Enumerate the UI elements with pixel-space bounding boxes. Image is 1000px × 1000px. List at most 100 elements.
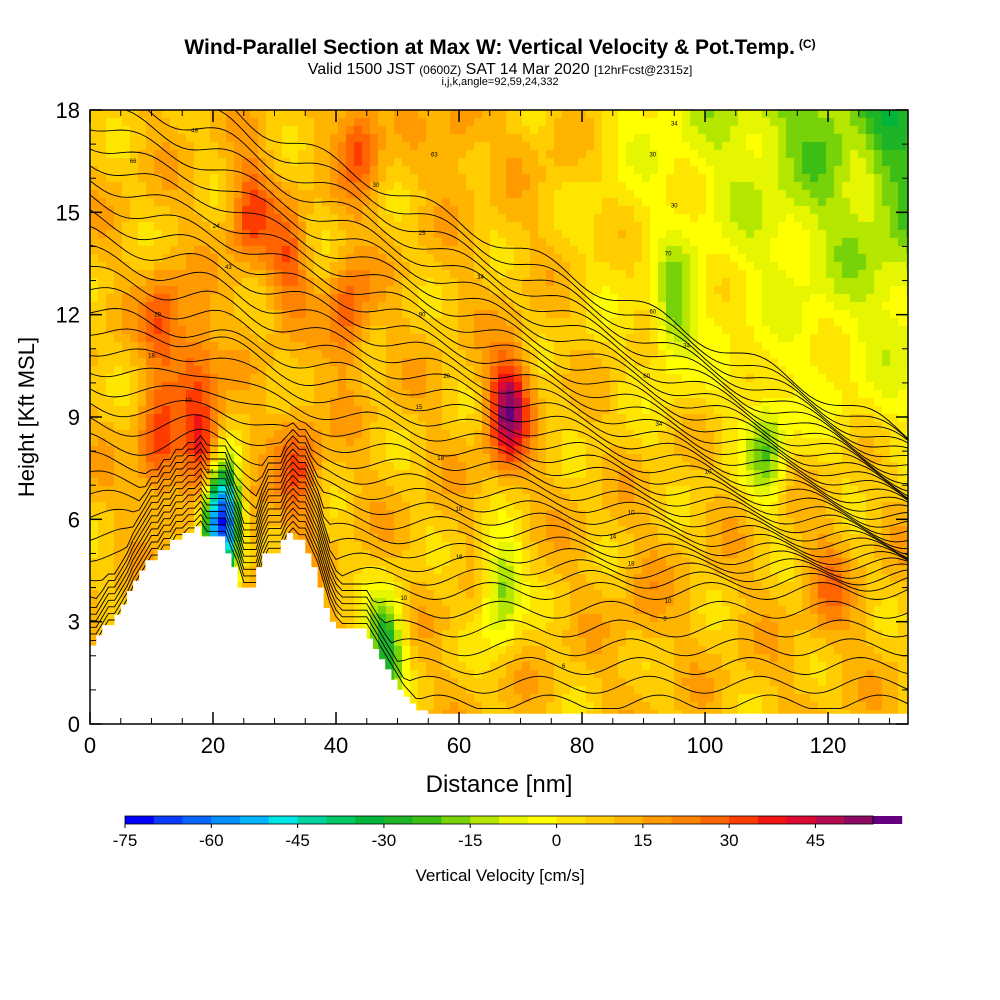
velocity-cell	[514, 438, 523, 447]
velocity-cell	[250, 390, 259, 399]
velocity-cell	[426, 406, 435, 415]
velocity-cell	[794, 126, 803, 135]
velocity-cell	[818, 454, 827, 463]
velocity-cell	[218, 158, 227, 167]
velocity-cell	[850, 254, 859, 263]
velocity-cell	[306, 238, 315, 247]
velocity-cell	[114, 414, 123, 423]
velocity-cell	[370, 486, 379, 495]
velocity-cell	[626, 278, 635, 287]
velocity-cell	[682, 430, 691, 439]
velocity-cell	[234, 142, 243, 151]
velocity-cell	[210, 206, 219, 215]
velocity-cell	[754, 470, 763, 479]
velocity-cell	[770, 182, 779, 191]
velocity-cell	[322, 182, 331, 191]
velocity-cell	[538, 150, 547, 159]
velocity-cell	[482, 462, 491, 471]
velocity-cell	[850, 470, 859, 479]
velocity-cell	[898, 142, 907, 151]
velocity-cell	[530, 414, 539, 423]
velocity-cell	[282, 206, 291, 215]
velocity-cell	[442, 366, 451, 375]
velocity-cell	[858, 358, 867, 367]
velocity-cell	[538, 142, 547, 151]
velocity-cell	[146, 430, 155, 439]
velocity-cell	[130, 142, 139, 151]
velocity-cell	[250, 246, 259, 255]
velocity-cell	[298, 438, 307, 447]
velocity-cell	[618, 318, 627, 327]
velocity-cell	[858, 222, 867, 231]
velocity-cell	[706, 350, 715, 359]
velocity-cell	[858, 470, 867, 479]
velocity-cell	[842, 462, 851, 471]
velocity-cell	[258, 310, 267, 319]
velocity-cell	[506, 422, 515, 431]
velocity-cell	[442, 398, 451, 407]
velocity-cell	[762, 334, 771, 343]
velocity-cell	[554, 294, 563, 303]
velocity-cell	[426, 254, 435, 263]
velocity-cell	[658, 302, 667, 311]
velocity-cell	[778, 262, 787, 271]
velocity-cell	[450, 206, 459, 215]
velocity-cell	[578, 390, 587, 399]
velocity-cell	[850, 422, 859, 431]
velocity-cell	[682, 222, 691, 231]
velocity-cell	[298, 350, 307, 359]
velocity-cell	[770, 430, 779, 439]
velocity-cell	[898, 478, 907, 487]
velocity-cell	[818, 334, 827, 343]
velocity-cell	[746, 110, 755, 119]
velocity-cell	[522, 318, 531, 327]
velocity-cell	[522, 302, 531, 311]
velocity-cell	[842, 406, 851, 415]
velocity-cell	[522, 486, 531, 495]
velocity-cell	[458, 454, 467, 463]
velocity-cell	[906, 422, 908, 431]
velocity-cell	[426, 246, 435, 255]
velocity-cell	[602, 262, 611, 271]
velocity-cell	[906, 382, 908, 391]
velocity-cell	[538, 262, 547, 271]
velocity-cell	[794, 270, 803, 279]
velocity-cell	[834, 334, 843, 343]
velocity-cell	[762, 118, 771, 127]
velocity-cell	[218, 174, 227, 183]
velocity-cell	[546, 230, 555, 239]
velocity-cell	[642, 422, 651, 431]
velocity-cell	[890, 334, 899, 343]
velocity-cell	[802, 198, 811, 207]
velocity-cell	[802, 382, 811, 391]
velocity-cell	[194, 462, 203, 471]
velocity-cell	[490, 350, 499, 359]
velocity-cell	[418, 342, 427, 351]
velocity-cell	[562, 166, 571, 175]
velocity-cell	[98, 350, 107, 359]
velocity-cell	[826, 414, 835, 423]
velocity-cell	[154, 350, 163, 359]
velocity-cell	[298, 430, 307, 439]
velocity-cell	[474, 182, 483, 191]
velocity-cell	[546, 126, 555, 135]
velocity-cell	[338, 222, 347, 231]
velocity-cell	[426, 142, 435, 151]
velocity-cell	[666, 390, 675, 399]
velocity-cell	[290, 222, 299, 231]
velocity-cell	[810, 222, 819, 231]
velocity-cell	[722, 318, 731, 327]
velocity-cell	[474, 462, 483, 471]
velocity-cell	[322, 422, 331, 431]
velocity-cell	[842, 278, 851, 287]
velocity-cell	[770, 206, 779, 215]
velocity-cell	[578, 158, 587, 167]
velocity-cell	[570, 126, 579, 135]
velocity-cell	[706, 334, 715, 343]
velocity-cell	[618, 142, 627, 151]
velocity-cell	[850, 110, 859, 119]
velocity-cell	[506, 366, 515, 375]
velocity-cell	[522, 366, 531, 375]
subtitle-forecast: [12hrFcst@2315z]	[594, 63, 693, 77]
velocity-cell	[626, 430, 635, 439]
